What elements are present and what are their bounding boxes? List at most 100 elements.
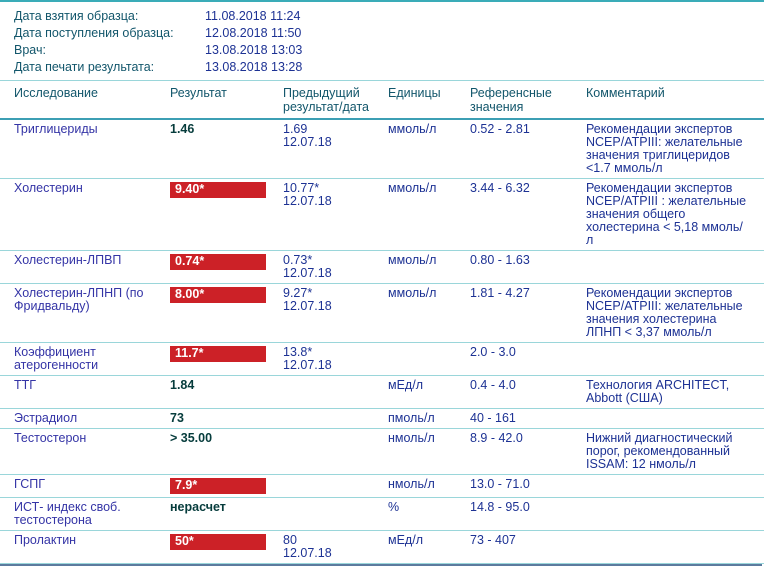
result-value: > 35.00 — [170, 431, 213, 445]
result-cell: 0.74* — [170, 254, 283, 270]
column-header-test: Исследование — [14, 86, 98, 100]
previous-result: 10.77* 12.07.18 — [283, 182, 388, 208]
reference-range: 73 - 407 — [470, 533, 516, 547]
previous-date: 12.07.18 — [283, 546, 332, 560]
test-name: ТТГ — [14, 378, 37, 392]
reference-range: 0.52 - 2.81 — [470, 122, 530, 136]
table-row: Холестерин-ЛПВП 0.74* 0.73* 12.07.18 ммол… — [0, 251, 764, 284]
meta-row: Дата поступления образца: 12.08.2018 11:… — [14, 25, 756, 42]
result-value: 11.7* — [170, 346, 266, 362]
previous-value: 1.69 — [283, 122, 308, 136]
test-name: Триглицериды — [14, 122, 98, 136]
previous-result: 9.27* 12.07.18 — [283, 287, 388, 313]
previous-value: 10.77* — [283, 181, 320, 195]
result-cell: 50* — [170, 534, 283, 550]
previous-value: 9.27* — [283, 286, 313, 300]
table-row: Пролактин 50* 80 12.07.18 мЕд/л 73 - 407 — [0, 531, 764, 564]
reference-range: 2.0 - 3.0 — [470, 345, 516, 359]
units: % — [388, 500, 400, 514]
comment: Рекомендации экспертов NCEP/ATPIII : жел… — [586, 181, 747, 247]
previous-date: 12.07.18 — [283, 358, 332, 372]
previous-result: 13.8* 12.07.18 — [283, 346, 388, 372]
reference-range: 3.44 - 6.32 — [470, 181, 530, 195]
test-name: Холестерин-ЛПВП — [14, 253, 122, 267]
test-name: Пролактин — [14, 533, 77, 547]
previous-date: 12.07.18 — [283, 266, 332, 280]
meta-label: Дата печати результата: — [14, 60, 155, 74]
test-name: ИСТ- индекс своб. тестостерона — [14, 500, 121, 527]
meta-row: Дата печати результата: 13.08.2018 13:28 — [14, 59, 756, 76]
units: нмоль/л — [388, 431, 435, 445]
units: ммоль/л — [388, 122, 437, 136]
previous-result: 80 12.07.18 — [283, 534, 388, 560]
units: ммоль/л — [388, 253, 437, 267]
comment: Рекомендации экспертов NCEP/ATPIII: жела… — [586, 286, 743, 339]
previous-value: 13.8* — [283, 345, 313, 359]
result-value: 9.40* — [170, 182, 266, 198]
result-value: 73 — [170, 411, 184, 425]
result-value: 1.46 — [170, 122, 195, 136]
meta-label: Дата взятия образца: — [14, 9, 139, 23]
test-name: Эстрадиол — [14, 411, 78, 425]
result-value: 8.00* — [170, 287, 266, 303]
units: ммоль/л — [388, 286, 437, 300]
result-value: 50* — [170, 534, 266, 550]
result-value: 7.9* — [170, 478, 266, 494]
test-name: ГСПГ — [14, 477, 45, 491]
column-header-reference: Референсные значения — [470, 86, 552, 114]
comment: Технология ARCHITECT, Abbott (США) — [586, 378, 730, 405]
meta-value: 13.08.2018 13:28 — [205, 60, 303, 74]
comment: Нижний диагностический порог, рекомендов… — [586, 431, 733, 471]
result-cell: нерасчет — [170, 501, 283, 514]
result-cell: 9.40* — [170, 182, 283, 198]
result-cell: 7.9* — [170, 478, 283, 494]
table-row: Холестерин-ЛПНП (по Фридвальду) 8.00* 9.… — [0, 284, 764, 343]
meta-value: 13.08.2018 13:03 — [205, 43, 303, 57]
units: пмоль/л — [388, 411, 435, 425]
table-row: ИСТ- индекс своб. тестостерона нерасчет … — [0, 498, 764, 531]
reference-range: 0.80 - 1.63 — [470, 253, 530, 267]
meta-value: 12.08.2018 11:50 — [205, 26, 302, 40]
result-cell: > 35.00 — [170, 432, 283, 445]
result-value: 0.74* — [170, 254, 266, 270]
previous-date: 12.07.18 — [283, 135, 332, 149]
units: мЕд/л — [388, 533, 423, 547]
column-header-comment: Комментарий — [586, 86, 665, 100]
sample-dates-block: Дата взятия образца: 11.08.2018 11:24 Да… — [0, 2, 764, 81]
reference-range: 13.0 - 71.0 — [470, 477, 530, 491]
meta-row: Дата взятия образца: 11.08.2018 11:24 — [14, 8, 756, 25]
result-value: нерасчет — [170, 500, 226, 514]
result-cell: 8.00* — [170, 287, 283, 303]
previous-result: 1.69 12.07.18 — [283, 123, 388, 149]
test-name: Холестерин-ЛПНП (по Фридвальду) — [14, 286, 144, 313]
comment: Рекомендации экспертов NCEP/ATPIII: жела… — [586, 122, 743, 175]
result-cell: 73 — [170, 412, 283, 425]
meta-row: Врач: 13.08.2018 13:03 — [14, 42, 756, 59]
out-of-range-footnote: * Результат, выходящий за пределы рефере… — [0, 564, 762, 568]
previous-date: 12.07.18 — [283, 299, 332, 313]
meta-label: Врач: — [14, 43, 46, 57]
previous-date: 12.07.18 — [283, 194, 332, 208]
column-header-previous: Предыдущий результат/дата — [283, 86, 369, 114]
reference-range: 8.9 - 42.0 — [470, 431, 523, 445]
previous-value: 0.73* — [283, 253, 313, 267]
reference-range: 0.4 - 4.0 — [470, 378, 516, 392]
table-row: Триглицериды 1.46 1.69 12.07.18 ммоль/л 0… — [0, 120, 764, 179]
table-row: Тестостерон > 35.00 нмоль/л 8.9 - 42.0 Н… — [0, 429, 764, 475]
units: ммоль/л — [388, 181, 437, 195]
previous-result: 0.73* 12.07.18 — [283, 254, 388, 280]
result-cell: 1.46 — [170, 123, 283, 136]
table-row: Холестерин 9.40* 10.77* 12.07.18 ммоль/л … — [0, 179, 764, 251]
meta-value: 11.08.2018 11:24 — [205, 9, 301, 23]
column-header-units: Единицы — [388, 86, 441, 100]
test-name: Коэффициент атерогенности — [14, 345, 99, 372]
test-name: Холестерин — [14, 181, 83, 195]
table-row: ГСПГ 7.9* нмоль/л 13.0 - 71.0 — [0, 475, 764, 498]
column-header-result: Результат — [170, 86, 227, 100]
result-cell: 1.84 — [170, 379, 283, 392]
previous-value: 80 — [283, 533, 297, 547]
test-name: Тестостерон — [14, 431, 87, 445]
reference-range: 1.81 - 4.27 — [470, 286, 530, 300]
table-row: Эстрадиол 73 пмоль/л 40 - 161 — [0, 409, 764, 429]
